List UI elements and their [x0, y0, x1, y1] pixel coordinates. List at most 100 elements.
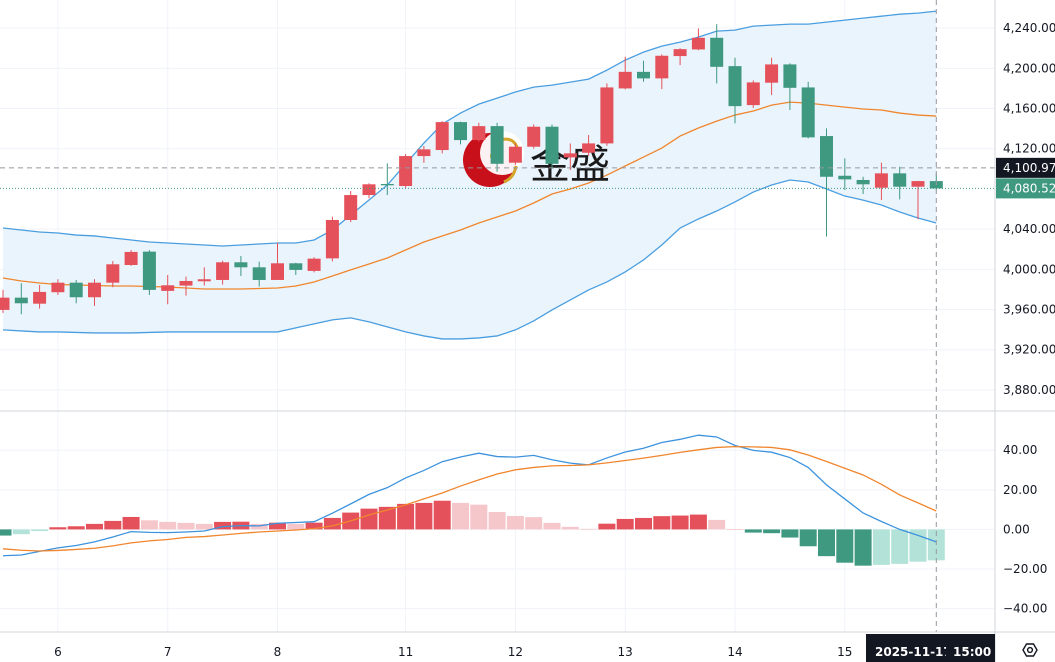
- candle-body: [399, 156, 413, 187]
- candle-body: [472, 126, 486, 141]
- candle-body: [216, 262, 230, 280]
- macd-histogram-bar: [891, 529, 909, 564]
- macd-histogram-bar: [250, 523, 268, 530]
- candle-body: [325, 219, 339, 259]
- candle-body: [618, 71, 632, 89]
- candle-body: [600, 87, 614, 144]
- macd-histogram-bar: [177, 522, 195, 530]
- candle-body: [51, 282, 65, 293]
- macd-histogram-bar: [616, 518, 634, 530]
- macd-histogram-bar: [726, 529, 744, 530]
- candle-body: [691, 37, 705, 50]
- macd-histogram-bar: [598, 523, 616, 530]
- candle: [820, 128, 833, 237]
- time-axis-label: 14: [727, 645, 742, 659]
- price-axis-label: 4,200.00: [1003, 61, 1055, 75]
- macd-histogram-bar: [799, 529, 817, 547]
- candle: [362, 183, 376, 199]
- macd-histogram-bar: [67, 526, 85, 530]
- macd-histogram-bar: [31, 529, 49, 532]
- macd-histogram-bar: [872, 529, 890, 565]
- candle: [783, 63, 797, 111]
- candle: [271, 242, 284, 280]
- last-price-tag: [996, 178, 1055, 199]
- crosshair-time-tag: [866, 634, 946, 662]
- candle-body: [508, 146, 522, 163]
- candle: [655, 54, 669, 90]
- candle-body: [783, 64, 797, 88]
- candle: [673, 48, 687, 66]
- candle: [527, 124, 541, 149]
- macd-histogram-bar: [378, 506, 396, 530]
- candle: [161, 274, 175, 305]
- candle-body: [820, 136, 833, 177]
- candle: [911, 180, 925, 220]
- price-axis-label: 4,000.00: [1003, 262, 1055, 276]
- price-axis-label: 3,960.00: [1003, 303, 1055, 317]
- candle-body: [14, 297, 28, 304]
- settings-icon[interactable]: [1022, 643, 1038, 657]
- macd-histogram-bar: [452, 502, 469, 530]
- candle: [33, 284, 47, 309]
- macd-histogram-bar: [708, 519, 726, 530]
- candle: [856, 176, 870, 195]
- last-price-label: 4,080.52: [1003, 181, 1055, 195]
- macd-histogram-bar: [818, 529, 835, 557]
- macd-histogram-bar: [122, 516, 140, 530]
- candle-body: [746, 82, 760, 106]
- candle: [344, 191, 358, 223]
- macd-histogram-bar: [214, 521, 232, 530]
- macd-axis-label: −40.00: [1003, 602, 1047, 616]
- candle-body: [454, 122, 467, 141]
- price-axis-label: 3,920.00: [1003, 343, 1055, 357]
- candle-body: [362, 184, 376, 196]
- macd-histogram-bar: [543, 522, 561, 530]
- macd-histogram-bar: [0, 529, 12, 536]
- macd-histogram-bar: [488, 512, 506, 530]
- macd-histogram-bar: [561, 526, 579, 530]
- candle: [545, 124, 559, 169]
- candle: [51, 279, 65, 295]
- macd-axis-label: 20.00: [1003, 483, 1037, 497]
- candle: [893, 166, 907, 200]
- candle-body: [673, 49, 687, 57]
- bollinger-basis-line: [2, 101, 937, 290]
- candle-body: [142, 251, 156, 290]
- candle-body: [655, 55, 669, 79]
- candle-body: [106, 264, 120, 283]
- macd-histogram-bar: [580, 528, 598, 530]
- candle-body: [582, 143, 596, 153]
- macd-histogram-bar: [836, 529, 854, 563]
- crosshair-time-label: 15:00: [953, 645, 991, 659]
- candle: [14, 283, 28, 315]
- candle-body: [69, 282, 83, 298]
- macd-histogram-bar: [305, 522, 323, 530]
- candle: [325, 216, 339, 262]
- macd-histogram-bar: [397, 503, 415, 530]
- candle-body: [637, 71, 650, 79]
- macd-histogram-bar: [12, 529, 30, 535]
- candle: [179, 276, 193, 296]
- candle-body: [271, 263, 284, 280]
- candle: [838, 158, 852, 191]
- macd-line: [2, 434, 937, 557]
- candle-body: [435, 122, 449, 151]
- candle-body: [33, 291, 47, 304]
- candle-body: [161, 285, 175, 291]
- candle: [234, 255, 248, 276]
- crosshair-price-label: 4,100.97: [1003, 161, 1055, 175]
- macd-axis-label: 0.00: [1003, 522, 1030, 536]
- candle-body: [88, 282, 101, 298]
- time-axis-label: 15: [837, 645, 852, 659]
- candle: [691, 28, 705, 51]
- macd-histogram-bar: [854, 529, 872, 566]
- candle: [765, 57, 779, 96]
- time-axis-label: 7: [164, 645, 172, 659]
- candle: [746, 80, 760, 108]
- price-axis-label: 3,880.00: [1003, 383, 1055, 397]
- candle-body: [545, 126, 559, 164]
- macd-histogram-bar: [781, 529, 799, 538]
